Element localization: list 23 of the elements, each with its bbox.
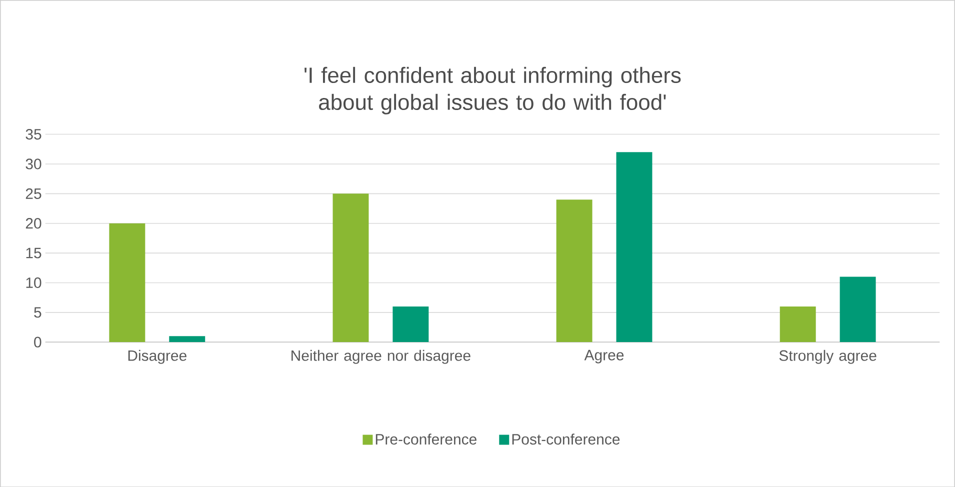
- bar: [840, 276, 876, 342]
- chart-title: 'I feel confident about informing others about global issues to do with food': [304, 66, 681, 114]
- y-tick-label: 15: [26, 248, 42, 258]
- y-tick-label: 10: [26, 277, 42, 288]
- bar: [332, 193, 369, 342]
- legend-label: Post-conference: [512, 433, 620, 444]
- x-tick-label: Neither agree nor disagree: [292, 350, 470, 364]
- y-tick-label: 30: [26, 158, 42, 170]
- bar: [109, 223, 146, 342]
- legend-label: Pre-conference: [376, 433, 476, 444]
- bar: [169, 336, 206, 342]
- x-tick-label: Strongly agree: [779, 350, 876, 364]
- x-tick-label: Disagree: [128, 350, 186, 364]
- y-tick-label: 25: [26, 188, 42, 199]
- y-tick-label: 5: [34, 307, 42, 318]
- y-tick-label: 0: [34, 336, 42, 348]
- x-tick-label: Agree: [584, 350, 624, 364]
- y-tick-label: 20: [26, 218, 42, 228]
- y-tick-label: 35: [26, 128, 42, 140]
- bar: [616, 152, 652, 342]
- bar: [780, 306, 816, 342]
- bar: [556, 199, 592, 342]
- bar: [392, 306, 429, 342]
